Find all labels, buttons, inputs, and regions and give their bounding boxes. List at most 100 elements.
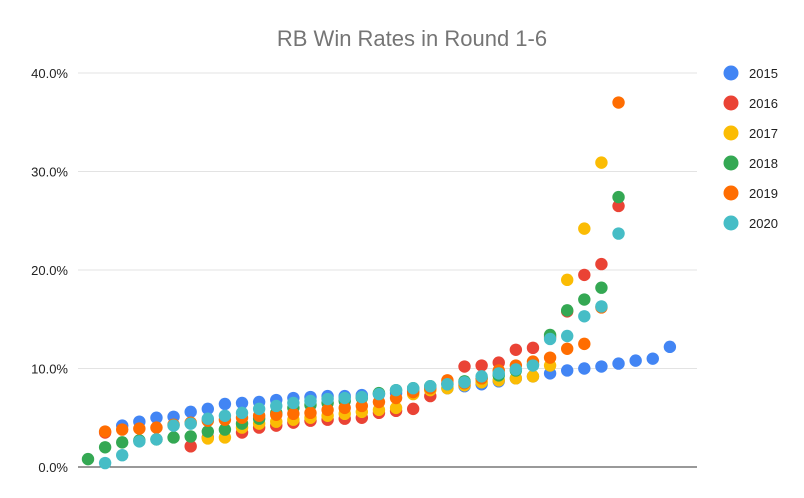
data-point-2018 — [81, 452, 95, 466]
data-point-2018 — [561, 304, 574, 317]
data-point-2015 — [201, 402, 214, 416]
data-point-2020 — [492, 367, 505, 380]
data-point-2019 — [612, 96, 625, 109]
data-point-2015 — [561, 364, 574, 377]
y-tick-label: 10.0% — [31, 362, 68, 377]
data-point-2015 — [578, 362, 591, 375]
data-point-2020 — [441, 378, 454, 391]
data-point-2018 — [201, 425, 214, 438]
data-point-2019 — [543, 351, 557, 364]
data-point-2019 — [98, 425, 112, 438]
data-point-2019 — [355, 399, 369, 413]
legend-label: 2017 — [749, 126, 778, 141]
legend-swatch — [723, 95, 739, 111]
data-point-2020 — [355, 390, 369, 404]
data-point-2015 — [629, 354, 642, 367]
data-point-2016 — [406, 402, 420, 416]
data-point-2020 — [304, 394, 317, 408]
data-point-2020 — [595, 300, 608, 313]
data-point-2020 — [218, 409, 232, 422]
data-point-2015 — [235, 396, 249, 410]
data-point-2019 — [150, 421, 163, 434]
legend: 2015 2016 2017 2018 2019 2020 — [723, 65, 778, 231]
data-point-2019 — [561, 342, 574, 355]
y-tick-label: 30.0% — [31, 165, 68, 180]
data-point-2019 — [321, 403, 334, 417]
data-point-2020 — [475, 370, 488, 383]
data-point-2019 — [133, 422, 146, 435]
data-point-2020 — [184, 417, 197, 430]
data-point-2020 — [509, 363, 523, 376]
data-point-2018 — [116, 436, 129, 449]
legend-label: 2016 — [749, 96, 778, 111]
data-point-2020 — [543, 332, 557, 346]
data-point-2020 — [321, 392, 334, 406]
data-point-2020 — [287, 396, 300, 410]
series-2020 — [98, 227, 625, 470]
data-point-2020 — [578, 310, 591, 323]
data-point-2019 — [287, 407, 300, 421]
legend-item-2017: 2017 — [723, 125, 778, 141]
data-point-2018 — [184, 430, 197, 443]
data-point-2019 — [338, 401, 351, 415]
data-point-2015 — [184, 405, 197, 419]
data-point-2015 — [612, 357, 625, 370]
series-2019 — [98, 96, 625, 438]
data-point-2020 — [252, 402, 266, 416]
data-point-2019 — [270, 408, 283, 421]
data-point-2017 — [561, 273, 574, 287]
data-point-2018 — [218, 423, 232, 436]
data-point-2015 — [646, 352, 659, 365]
legend-swatch — [723, 215, 739, 231]
data-point-2018 — [595, 281, 608, 294]
legend-label: 2015 — [749, 66, 778, 81]
data-point-2020 — [424, 380, 437, 393]
data-point-2016 — [612, 199, 625, 213]
data-point-2020 — [201, 412, 214, 425]
legend-swatch — [723, 155, 739, 171]
data-point-2019 — [304, 406, 317, 420]
series-2018 — [81, 190, 625, 466]
data-point-2017 — [526, 370, 540, 383]
data-point-2020 — [561, 329, 574, 343]
data-point-2020 — [235, 406, 249, 420]
legend-item-2019: 2019 — [723, 185, 778, 201]
data-point-2016 — [475, 359, 488, 372]
data-point-2020 — [116, 448, 129, 462]
data-point-2020 — [133, 435, 146, 448]
data-point-2015 — [150, 411, 163, 424]
data-point-2015 — [595, 360, 608, 373]
data-point-2016 — [595, 257, 608, 271]
data-point-2017 — [389, 401, 403, 415]
data-point-2019 — [578, 337, 591, 351]
data-point-2020 — [526, 359, 540, 372]
data-point-2020 — [389, 383, 403, 397]
legend-swatch — [723, 185, 739, 201]
data-point-2020 — [406, 382, 420, 395]
data-point-2017 — [595, 156, 608, 169]
legend-item-2015: 2015 — [723, 65, 778, 81]
data-point-2020 — [372, 387, 386, 401]
legend-label: 2019 — [749, 186, 778, 201]
data-point-2019 — [116, 423, 129, 436]
legend-swatch — [723, 65, 739, 81]
data-point-2016 — [458, 360, 471, 373]
data-points — [81, 96, 677, 470]
y-tick-label: 20.0% — [31, 263, 68, 278]
data-point-2015 — [218, 397, 232, 411]
data-point-2016 — [578, 268, 591, 282]
data-point-2020 — [612, 227, 625, 240]
legend-item-2020: 2020 — [723, 215, 778, 231]
chart-title: RB Win Rates in Round 1-6 — [277, 26, 547, 51]
legend-label: 2018 — [749, 156, 778, 171]
legend-label: 2020 — [749, 216, 778, 231]
gridlines — [78, 72, 697, 369]
legend-item-2018: 2018 — [723, 155, 778, 171]
y-tick-label: 0.0% — [38, 460, 68, 475]
data-point-2018 — [167, 431, 180, 444]
data-point-2020 — [338, 391, 351, 405]
data-point-2018 — [578, 293, 591, 306]
data-point-2016 — [526, 341, 540, 355]
data-point-2020 — [167, 419, 180, 432]
